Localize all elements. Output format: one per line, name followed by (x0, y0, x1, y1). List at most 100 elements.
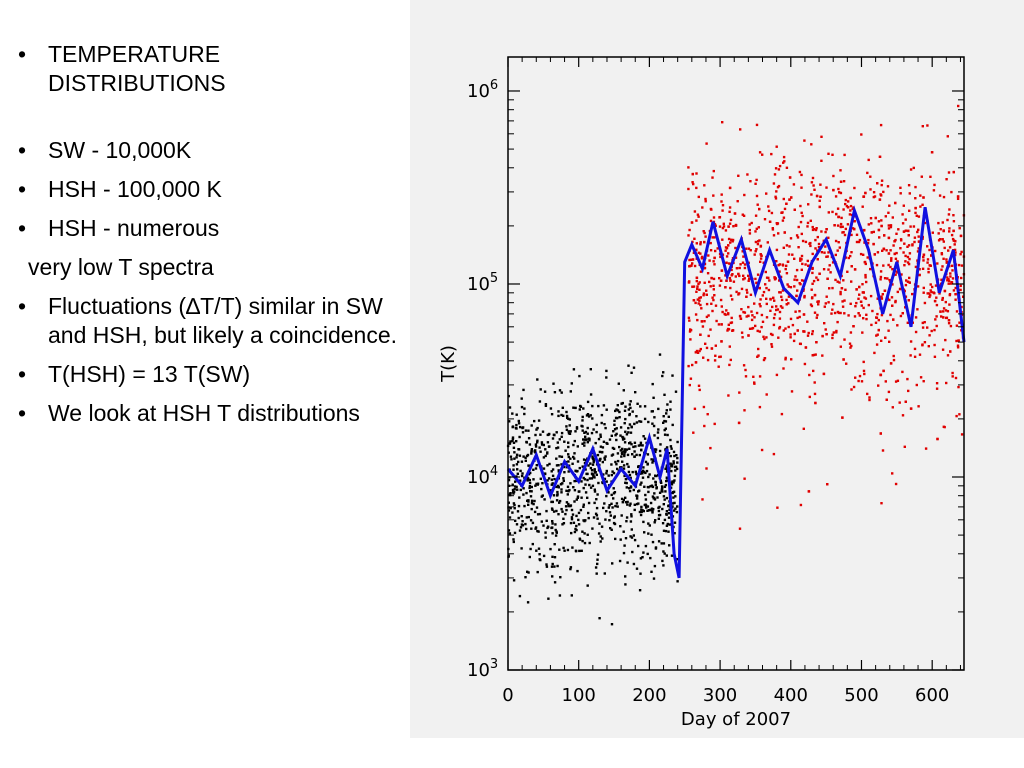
data-point (569, 566, 573, 569)
data-point (618, 445, 621, 449)
data-point (921, 125, 924, 128)
data-point (772, 316, 776, 320)
data-point (792, 183, 796, 186)
data-point (513, 503, 516, 507)
data-point (674, 507, 677, 510)
data-point (727, 312, 730, 315)
data-point (889, 249, 892, 252)
data-point (914, 211, 917, 215)
data-point (629, 441, 632, 444)
data-point (620, 455, 623, 458)
data-point (710, 347, 714, 350)
data-point (810, 181, 814, 184)
data-point (575, 498, 578, 501)
data-point (820, 135, 823, 138)
data-point (808, 395, 811, 399)
data-point (759, 245, 762, 248)
data-point (559, 576, 562, 579)
data-point (869, 294, 873, 298)
data-point (650, 507, 654, 510)
data-point (770, 343, 773, 346)
data-point (618, 410, 621, 414)
data-point (838, 246, 841, 249)
data-point (675, 510, 679, 514)
data-point (618, 416, 621, 419)
data-point (517, 422, 521, 425)
bullet-list: TEMPERATURE DISTRIBUTIONSSW - 10,000KHSH… (16, 40, 408, 438)
data-point (516, 488, 519, 491)
data-point (640, 448, 643, 451)
data-point (595, 423, 598, 427)
data-point (653, 498, 657, 501)
data-point (511, 439, 514, 443)
data-point (849, 302, 852, 305)
data-point (929, 289, 932, 292)
data-point (658, 505, 661, 509)
data-point (630, 536, 634, 539)
data-point (947, 278, 950, 281)
data-point (809, 244, 812, 248)
data-point (533, 419, 536, 423)
data-point (787, 302, 790, 305)
data-point (599, 435, 602, 438)
data-point (563, 471, 566, 474)
data-point (955, 414, 958, 418)
data-point (702, 294, 705, 297)
data-point (651, 510, 654, 513)
data-point (670, 481, 673, 484)
data-point (759, 305, 762, 308)
data-point (781, 289, 785, 292)
data-point (929, 294, 932, 297)
data-point (778, 291, 781, 294)
data-point (550, 565, 554, 568)
data-point (888, 340, 891, 343)
data-point (854, 305, 857, 308)
data-point (794, 310, 797, 313)
data-point (863, 260, 867, 264)
data-point (899, 192, 902, 195)
data-point (535, 464, 538, 467)
data-point (526, 570, 529, 573)
data-point (695, 276, 699, 279)
data-point (800, 254, 804, 258)
data-point (575, 528, 578, 532)
data-point (765, 302, 768, 306)
data-point (922, 286, 925, 290)
data-point (514, 480, 517, 483)
data-point (652, 577, 656, 580)
data-point (762, 358, 766, 362)
data-point (646, 463, 649, 466)
data-point (941, 221, 944, 224)
data-point (719, 255, 722, 259)
data-point (743, 477, 746, 480)
data-point (858, 285, 861, 289)
data-point (623, 441, 627, 444)
data-point (602, 440, 606, 443)
data-point (662, 542, 666, 545)
data-point (775, 373, 779, 377)
data-point (951, 371, 954, 375)
data-point (850, 388, 853, 391)
data-point (603, 477, 607, 481)
data-point (630, 425, 633, 428)
data-point (765, 192, 768, 195)
data-point (702, 230, 705, 233)
data-point (577, 490, 580, 493)
data-point (610, 463, 613, 466)
data-point (811, 176, 815, 180)
data-point (873, 351, 876, 355)
data-point (662, 503, 665, 506)
data-point (669, 462, 672, 465)
data-point (728, 206, 732, 209)
data-point (911, 243, 914, 246)
data-point (865, 317, 868, 321)
data-point (652, 477, 655, 480)
data-point (786, 283, 789, 286)
data-point (530, 499, 534, 502)
data-point (527, 503, 530, 506)
data-point (841, 305, 845, 308)
data-point (561, 406, 564, 409)
data-point (625, 448, 629, 451)
x-tick-label: 600 (915, 685, 949, 706)
data-point (729, 358, 732, 362)
